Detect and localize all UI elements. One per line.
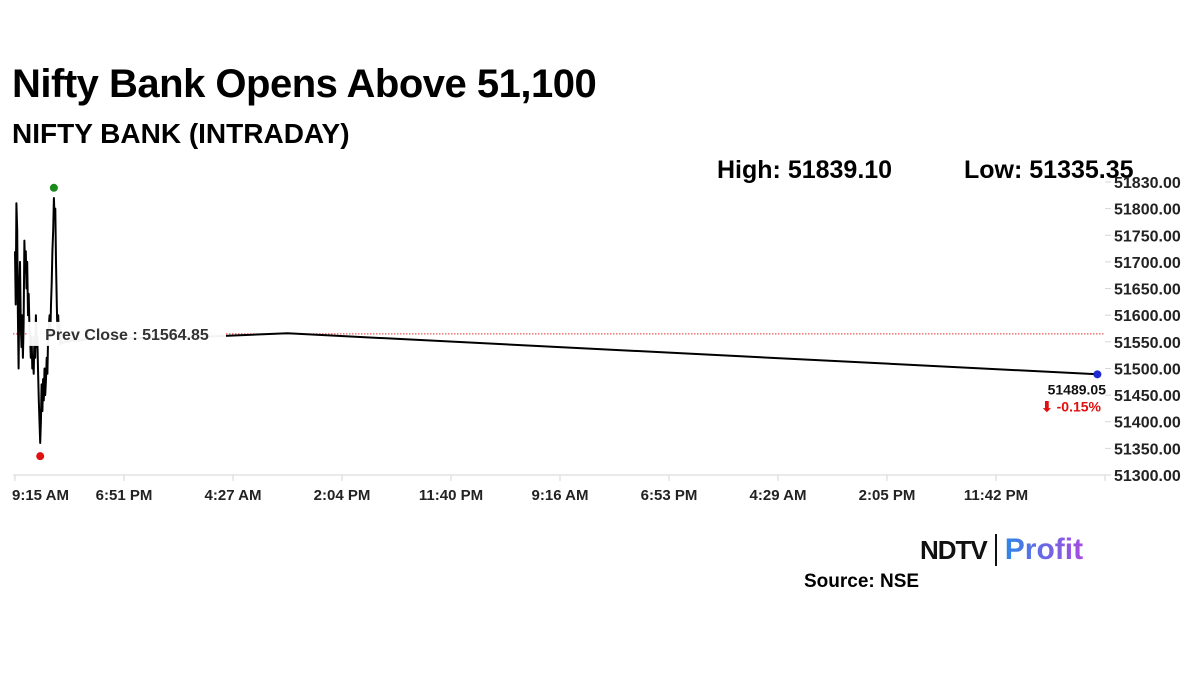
brand-separator: [994, 534, 997, 566]
chart-axes: 9:15 AM 6:51 PM 4:27 AM 2:04 PM 11:40 PM 9:16…: [12, 175, 1181, 504]
chart-subtitle: NIFTY BANK (INTRADAY): [12, 118, 350, 149]
prev-close-label: Prev Close : 51564.85: [45, 327, 209, 344]
x-tick-label: 6:51 PM: [96, 487, 153, 504]
y-tick-label: 51830.00: [1114, 175, 1181, 192]
y-tick-label: 51550.00: [1114, 335, 1181, 352]
brand-profit: Profit: [1004, 533, 1084, 566]
label-layer: Prev Close : 51564.85 51489.05⬇ -0.15%: [28, 321, 1107, 414]
y-tick-label: 51600.00: [1114, 308, 1181, 325]
y-tick-label: 51500.00: [1114, 361, 1181, 378]
x-tick-label: 4:29 AM: [750, 487, 807, 504]
x-tick-label: 2:04 PM: [314, 487, 371, 504]
x-tick-label: 4:27 AM: [205, 487, 262, 504]
x-tick-label: 6:53 PM: [641, 487, 698, 504]
low-value: Low: 51335.35: [964, 156, 1134, 184]
last-price-marker: [1093, 370, 1102, 379]
high-marker: [49, 183, 58, 192]
y-tick-label: 51400.00: [1114, 415, 1181, 432]
y-tick-label: 51750.00: [1114, 228, 1181, 245]
last-price-label: 51489.05: [1048, 381, 1107, 397]
x-tick-label: 11:40 PM: [419, 487, 483, 504]
price-line: [14, 197, 1098, 444]
prev-close-label-bg: [28, 321, 226, 346]
y-tick-label: 51450.00: [1114, 388, 1181, 405]
price-line-layer: [14, 197, 1098, 444]
page-title: Nifty Bank Opens Above 51,100: [12, 62, 597, 106]
ndtv-profit-logo: NDTV Profit: [920, 532, 1083, 568]
y-tick-label: 51650.00: [1114, 282, 1181, 299]
y-tick-label: 51350.00: [1114, 441, 1181, 458]
source-note: Source: NSE: [804, 571, 920, 592]
y-tick-label: 51800.00: [1114, 202, 1181, 219]
marker-layer: [36, 183, 1102, 461]
y-tick-label: 51300.00: [1114, 468, 1181, 485]
x-tick-label: 9:16 AM: [532, 487, 589, 504]
high-value: High: 51839.10: [717, 156, 893, 184]
low-marker: [36, 452, 45, 461]
brand-ndtv: NDTV: [920, 534, 988, 565]
x-tick-label: 11:42 PM: [964, 487, 1028, 504]
x-tick-label: 2:05 PM: [859, 487, 916, 504]
change-label: ⬇ -0.15%: [1041, 398, 1102, 414]
x-tick-label: 9:15 AM: [12, 487, 69, 504]
y-tick-label: 51700.00: [1114, 255, 1181, 272]
